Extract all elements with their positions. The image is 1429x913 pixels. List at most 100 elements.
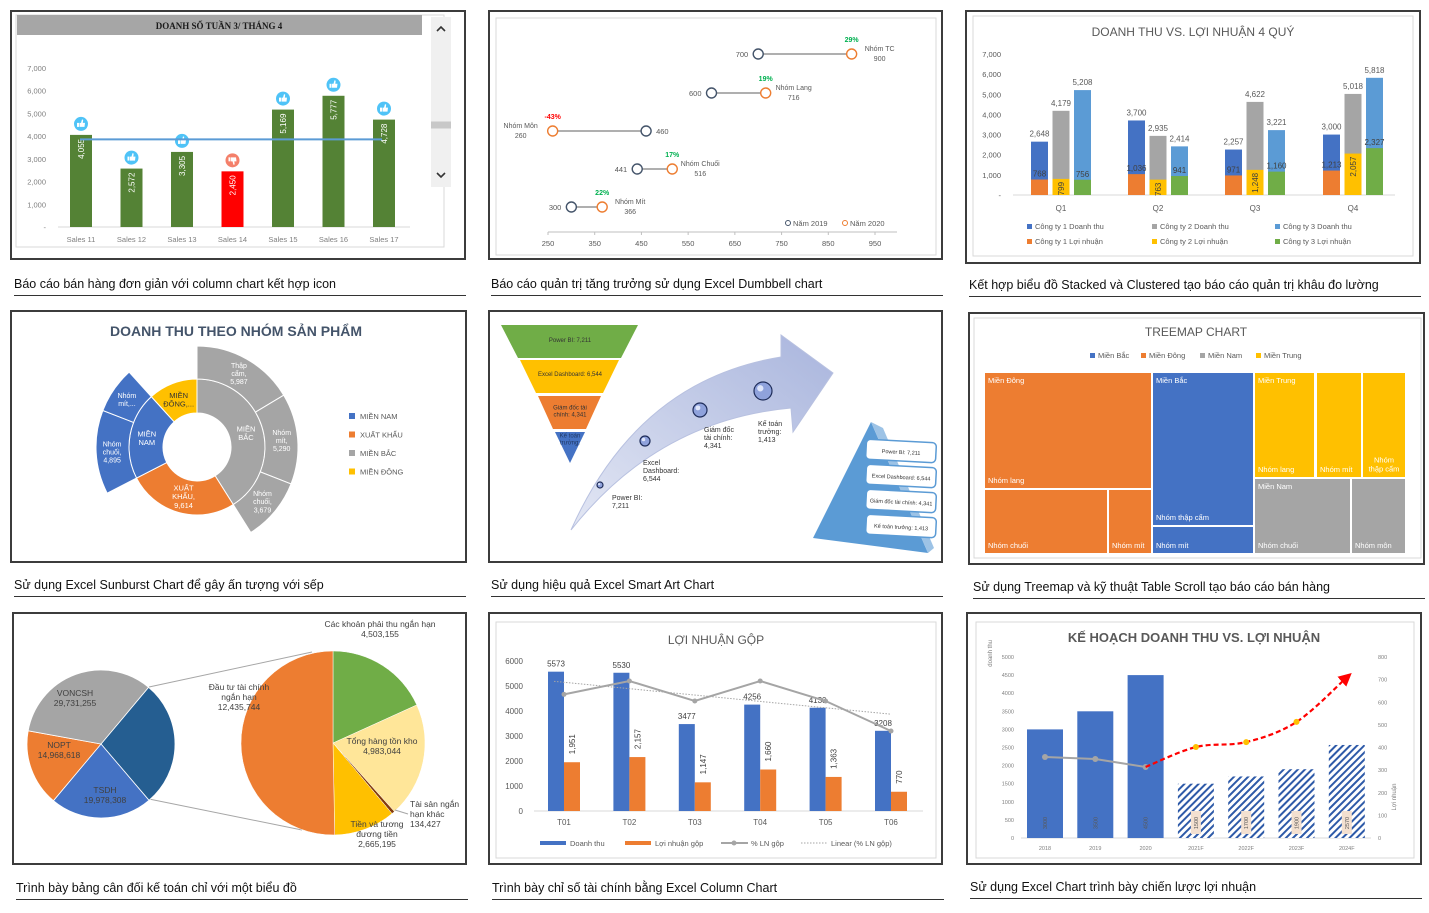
legend-swatch-revenue xyxy=(540,841,566,845)
sunburst-inner-label: MIỀN ĐÔNG,... xyxy=(163,390,194,409)
legend-swatch xyxy=(1090,353,1095,358)
caption-9[interactable]: Sử dụng Excel Chart trình bày chiến lược… xyxy=(970,880,1422,899)
chart-plan: KẾ HOẠCH DOANH THU VS. LỢI NHUẬN doanh th… xyxy=(975,621,1415,859)
x-tick-label: 2019 xyxy=(1089,846,1101,852)
treemap-tile xyxy=(1255,373,1314,477)
treemap-tile xyxy=(1153,373,1253,525)
thumb-hand xyxy=(382,104,388,112)
profit-label: 1,660 xyxy=(764,741,773,762)
profit-bar xyxy=(1074,179,1091,195)
caption-3[interactable]: Kết hợp biểu đồ Stacked và Clustered tạo… xyxy=(969,278,1421,297)
revenue-label: 3208 xyxy=(874,719,892,728)
arrow-step-label: Excel Dashboard: 6,544 xyxy=(643,460,679,483)
caption-6[interactable]: Sử dụng Treemap và kỹ thuật Table Scroll… xyxy=(973,580,1425,599)
y-tick-label: 7,000 xyxy=(27,64,46,73)
legend-swatch xyxy=(1152,224,1157,229)
y-tick-label: - xyxy=(44,223,47,232)
caption-8[interactable]: Trình bày chỉ số tài chính bằng Excel Co… xyxy=(492,881,944,900)
scroll-up-arrow[interactable] xyxy=(436,25,446,32)
y2-tick-label: 300 xyxy=(1378,768,1387,774)
legend-label: Miền Đông xyxy=(1149,351,1185,360)
revenue-bar xyxy=(613,672,630,811)
x-tick-label: T05 xyxy=(819,818,833,827)
data-label: 2570 xyxy=(1345,817,1351,829)
treemap-group-label: Miền Đông xyxy=(988,376,1024,385)
data-label: 5,169 xyxy=(279,113,288,134)
actual-profit-marker xyxy=(1042,754,1048,761)
title-bar xyxy=(17,15,422,35)
thumb-cuff xyxy=(178,139,180,144)
detail-pie-label: Tổng hàng tồn kho 4,983,044 xyxy=(347,736,418,756)
y-tick-label: 4,000 xyxy=(27,132,46,141)
arrow-step-bubble xyxy=(753,381,773,401)
planned-profit-marker xyxy=(1243,739,1250,746)
funnel-segment xyxy=(538,396,601,429)
revenue-label: 2,257 xyxy=(1223,138,1244,147)
arrow-step-bubble xyxy=(639,435,651,447)
leader-line xyxy=(394,809,409,815)
actual-bar xyxy=(1027,729,1063,838)
caption-7[interactable]: Trình bày bảng cân đối kế toán chỉ với m… xyxy=(16,881,468,900)
sunburst-outer-label: Nhóm mít,... xyxy=(118,393,137,408)
revenue-label: 4130 xyxy=(809,696,827,705)
caption-2[interactable]: Báo cáo quản trị tăng trưởng sử dụng Exc… xyxy=(491,277,943,296)
thumb-hand xyxy=(130,153,136,161)
pyramid-box xyxy=(864,488,938,514)
bar xyxy=(221,171,244,227)
y-tick-label: 1,000 xyxy=(982,171,1001,180)
row-name: Nhóm Chuối xyxy=(681,159,720,168)
caption-4[interactable]: Sử dụng Excel Sunburst Chart để gây ấn t… xyxy=(14,578,466,597)
x-tick-label: 2020 xyxy=(1139,846,1151,852)
treemap-tile-label: Nhóm thập cẩm xyxy=(1156,513,1209,522)
legend-swatch xyxy=(349,431,355,438)
legend-label: Miền Trung xyxy=(1264,351,1302,360)
treemap-tile-label: Nhóm mít xyxy=(1112,541,1145,550)
y-tick-label: 6000 xyxy=(505,657,523,666)
y-tick-label: 4500 xyxy=(1002,673,1014,679)
revenue-bar xyxy=(809,707,826,811)
legend-label: Công ty 3 Doanh thu xyxy=(1283,222,1352,231)
treemap-tile-label: Nhóm mít xyxy=(1156,541,1189,550)
marker-2020 xyxy=(596,201,608,213)
legend-label: Miền Bắc xyxy=(1098,351,1130,360)
arrow-step-label: Giám đốc tài chính: 4,341 xyxy=(704,425,734,450)
caption-5[interactable]: Sử dụng hiệu quả Excel Smart Art Chart xyxy=(491,578,943,597)
y2-tick-label: 400 xyxy=(1378,746,1387,752)
profit-bar xyxy=(1052,178,1070,195)
treemap-tile-label: Nhóm chuối xyxy=(988,541,1028,550)
x-tick-label: T06 xyxy=(884,818,898,827)
profit-label: 1,248 xyxy=(1251,172,1260,193)
y-tick-label: 2,000 xyxy=(982,151,1001,160)
legend-marker-pct xyxy=(731,840,737,846)
scrollbar-track[interactable] xyxy=(431,17,451,187)
marker-2019 xyxy=(705,87,718,99)
data-label: 5,777 xyxy=(330,99,339,120)
y-tick-label: 0 xyxy=(1011,836,1014,842)
caption-1[interactable]: Báo cáo bán hàng đơn giản với column cha… xyxy=(14,277,466,296)
legend-label: XUẤT KHẨU xyxy=(360,430,403,440)
y2-tick-label: 0 xyxy=(1378,836,1381,842)
data-label-bg xyxy=(1241,811,1252,834)
row-name: Nhóm TC xyxy=(865,46,895,53)
treemap-group-label: Miền Bắc xyxy=(1156,376,1188,385)
marker-2020 xyxy=(759,87,772,99)
legend-label: Linear (% LN gộp) xyxy=(831,839,892,848)
detail-pie-slice xyxy=(240,650,336,836)
main-pie-slice xyxy=(27,669,150,745)
revenue-label: 5,818 xyxy=(1364,66,1385,75)
inner-frame xyxy=(495,621,937,859)
thumbs-up-icon-glyph xyxy=(380,104,388,112)
scrollbar-thumb[interactable] xyxy=(431,121,451,129)
sunburst-outer-label: Thập cẩm, 5,987 xyxy=(230,363,248,386)
scroll-down-arrow[interactable] xyxy=(436,172,446,179)
x-tick-label: T02 xyxy=(623,818,637,827)
profit-label: 941 xyxy=(1173,166,1187,175)
legend-label: MIỀN NAM xyxy=(360,411,398,421)
treemap-tile-label: Nhóm lang xyxy=(1258,465,1294,474)
profit-label: 971 xyxy=(1227,165,1241,174)
legend-label: Doanh thu xyxy=(570,839,605,848)
profit-label: 799 xyxy=(1057,181,1066,195)
panel-dumbbell: 700 Nhóm TC 900 29% 600 Nhóm Lang 716 19% 460 Nhó… xyxy=(488,10,943,260)
thumbs-up-icon-glyph xyxy=(279,94,287,102)
value-2020: 900 xyxy=(874,56,886,63)
